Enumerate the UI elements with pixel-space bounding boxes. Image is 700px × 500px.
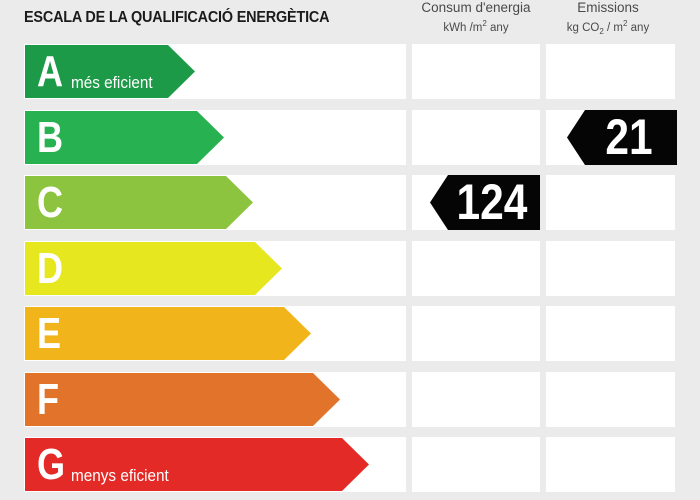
rating-cell [412, 371, 540, 427]
rating-arrow-fill [25, 110, 224, 164]
rating-cell [412, 437, 540, 492]
rating-cell [412, 306, 540, 361]
rating-letter: G [37, 440, 66, 489]
rating-row-e: E [0, 306, 700, 361]
rating-row-c: C 124 [0, 175, 700, 230]
rating-cell [546, 371, 675, 427]
consumption-label: Consum d'energia [421, 0, 531, 15]
rating-cell [546, 175, 675, 230]
consumption-marker-value: 124 [456, 174, 528, 230]
rating-efficiency-label: més eficient [71, 73, 153, 92]
rating-arrow-c: C [25, 176, 253, 229]
emissions-marker: 21 [567, 108, 677, 165]
rating-cell [412, 109, 540, 165]
emissions-label: Emissions [577, 0, 639, 15]
rating-arrow-fill [25, 438, 369, 491]
rating-cell [546, 240, 675, 296]
rating-cell [546, 437, 675, 492]
rating-arrow-fill [25, 307, 311, 360]
scale-title: ESCALA DE LA QUALIFICACIÓ ENERGÈTICA [24, 9, 330, 26]
emissions-marker-shape [567, 109, 677, 165]
rating-row-f: F [0, 371, 700, 427]
rating-row-d: D [0, 240, 700, 296]
rating-arrow-shape [25, 307, 311, 360]
rating-arrow-shape [25, 372, 340, 426]
rating-letter: B [37, 112, 64, 162]
emissions-column-header: Emissions kg CO2 / m2 any [546, 0, 670, 37]
rating-letter: C [37, 178, 64, 227]
rating-efficiency-label: menys eficient [71, 466, 169, 485]
consumption-marker-shape [430, 175, 540, 230]
rating-arrow-b: B [25, 110, 224, 164]
consumption-column-header: Consum d'energia kWh /m2 any [412, 0, 540, 36]
rating-row-b: B 21 [0, 108, 700, 165]
rating-cell [546, 306, 675, 361]
rating-arrow-fill [25, 372, 340, 426]
rating-arrow-shape [25, 110, 224, 164]
rating-cell [412, 240, 540, 296]
rating-arrow-d: D [25, 241, 282, 295]
rating-arrow-shape [25, 176, 253, 229]
rating-arrow-fill [25, 45, 195, 98]
rating-cell [412, 44, 540, 99]
rating-arrow-shape [25, 241, 282, 295]
rating-arrow-fill [25, 176, 253, 229]
rating-arrow-fill [25, 241, 282, 295]
rating-arrow-f: F [25, 372, 340, 426]
emissions-unit: kg CO2 / m2 any [566, 19, 650, 37]
rating-letter: D [37, 243, 64, 293]
rating-letter: A [37, 47, 64, 96]
rating-letter: F [37, 374, 60, 424]
rating-arrow-shape [25, 438, 369, 491]
rating-letter: E [37, 309, 62, 358]
emissions-marker-value: 21 [605, 108, 653, 165]
rating-arrow-e: E [25, 307, 311, 360]
rating-arrow-shape [25, 45, 195, 98]
consumption-marker: 124 [430, 175, 540, 230]
rating-cell [546, 44, 675, 99]
consumption-unit: kWh /m2 any [443, 19, 509, 35]
